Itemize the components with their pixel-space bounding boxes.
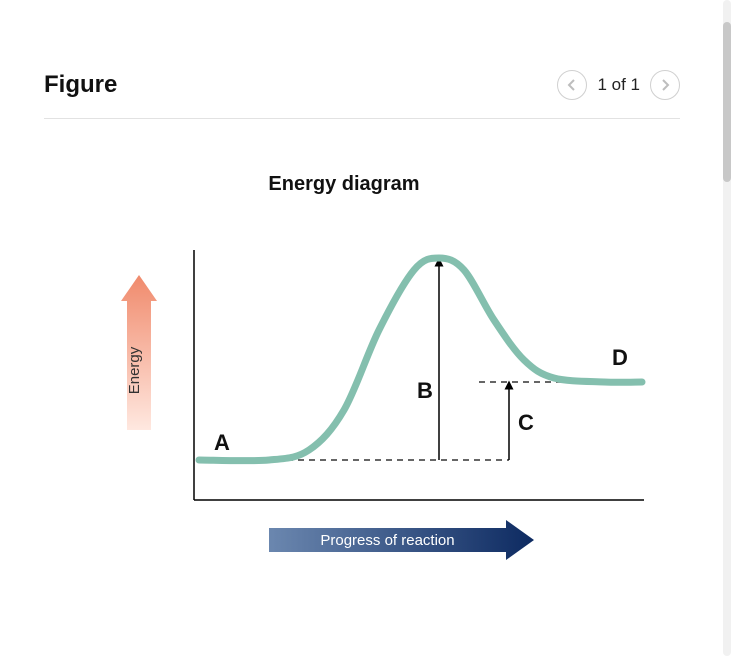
label-C: C	[518, 410, 534, 435]
label-B: B	[417, 378, 433, 403]
pager-text: 1 of 1	[597, 75, 640, 95]
next-button[interactable]	[650, 70, 680, 100]
x-axis-label: Progress of reaction	[320, 532, 454, 549]
chart-title: Energy diagram	[268, 173, 419, 195]
header-divider	[44, 118, 680, 119]
label-D: D	[612, 345, 628, 370]
chart-svg: Energy diagram Energy Progress of reacti…	[44, 140, 684, 600]
figure-title: Figure	[44, 71, 117, 99]
scrollbar-thumb[interactable]	[723, 22, 731, 182]
label-A: A	[214, 430, 230, 455]
figure-pager: 1 of 1	[557, 70, 680, 100]
energy-diagram-chart: Energy diagram Energy Progress of reacti…	[44, 140, 684, 600]
figure-header: Figure 1 of 1	[44, 70, 680, 100]
chevron-left-icon	[567, 79, 577, 91]
x-axis-arrow: Progress of reaction	[269, 520, 534, 560]
scrollbar-track[interactable]	[723, 0, 731, 656]
energy-curve	[199, 258, 642, 461]
reference-lines	[199, 382, 604, 460]
chevron-right-icon	[660, 79, 670, 91]
y-axis-arrow: Energy	[121, 275, 157, 430]
prev-button[interactable]	[557, 70, 587, 100]
y-axis-label: Energy	[126, 346, 143, 394]
page-root: Figure 1 of 1	[0, 0, 734, 656]
